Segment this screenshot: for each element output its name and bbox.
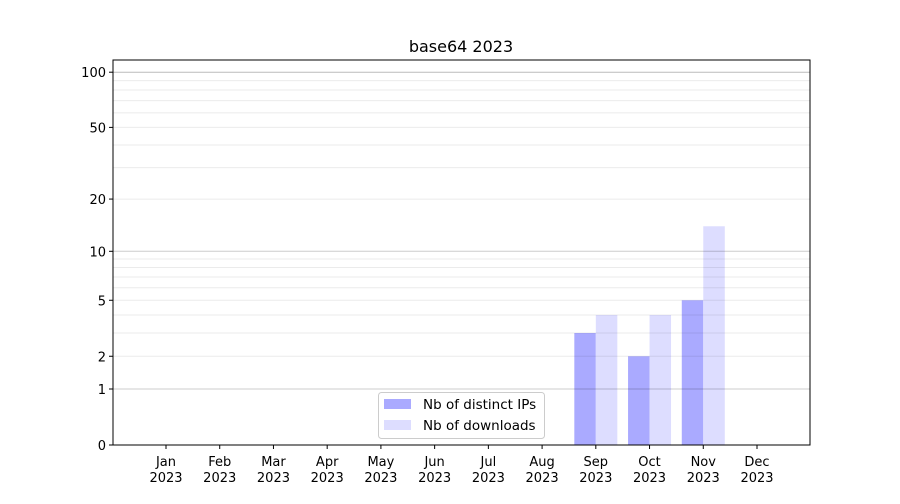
x-tick-label-month: Feb <box>208 455 231 470</box>
legend-label-downloads: Nb of downloads <box>423 418 536 434</box>
y-axis: 0 1 2 5 10 20 50 100 <box>81 66 113 454</box>
x-tick-label-month: Jun <box>423 455 444 470</box>
y-tick-label: 10 <box>89 245 106 260</box>
x-tick-label-year: 2023 <box>687 471 720 486</box>
x-axis: Jan2023Feb2023Mar2023Apr2023May2023Jun20… <box>149 445 774 486</box>
legend-label-ips: Nb of distinct IPs <box>423 397 536 413</box>
x-tick-label-year: 2023 <box>311 471 344 486</box>
y-tick-label: 5 <box>98 294 106 309</box>
bar-downloads <box>703 226 725 445</box>
legend-swatch-downloads <box>384 420 411 430</box>
x-tick-label-month: Mar <box>261 455 286 470</box>
y-tick-label: 100 <box>81 66 106 81</box>
bar-ips <box>681 300 704 445</box>
legend-frame <box>378 392 545 439</box>
x-tick-label-month: Jan <box>155 455 176 470</box>
bar-ips <box>574 333 596 445</box>
plot-frame <box>112 59 811 446</box>
x-tick-label-year: 2023 <box>633 471 666 486</box>
x-tick-label-year: 2023 <box>418 471 451 486</box>
y-tick-label: 1 <box>98 383 106 398</box>
bar-downloads <box>595 314 618 445</box>
bar-downloads <box>649 314 672 445</box>
y-tick-label: 20 <box>89 193 106 208</box>
x-tick-label-year: 2023 <box>526 471 559 486</box>
bars <box>574 226 725 445</box>
x-tick-label-month: Nov <box>691 455 717 470</box>
x-tick-label-year: 2023 <box>364 471 397 486</box>
x-tick-label-year: 2023 <box>579 471 612 486</box>
x-tick-label-month: Apr <box>316 455 339 470</box>
x-tick-label-year: 2023 <box>257 471 290 486</box>
y-tick-label: 0 <box>98 439 106 454</box>
bar-ips <box>628 356 650 445</box>
y-tick-label: 2 <box>98 350 106 365</box>
x-tick-label-year: 2023 <box>472 471 505 486</box>
x-tick-label-year: 2023 <box>149 471 182 486</box>
legend: Nb of distinct IPs Nb of downloads <box>378 392 545 439</box>
grid-major <box>113 71 810 390</box>
chart-title: base64 2023 <box>409 37 513 56</box>
x-tick-label-month: Sep <box>584 455 609 470</box>
x-tick-label-year: 2023 <box>740 471 773 486</box>
x-tick-label-month: Oct <box>638 455 660 470</box>
x-tick-label-year: 2023 <box>203 471 236 486</box>
legend-swatch-ips <box>384 399 411 409</box>
x-tick-label-month: Jul <box>480 455 497 470</box>
x-tick-label-month: Dec <box>744 455 769 470</box>
x-tick-label-month: May <box>367 455 394 470</box>
x-tick-label-month: Aug <box>529 455 554 470</box>
y-tick-label: 50 <box>89 121 106 136</box>
